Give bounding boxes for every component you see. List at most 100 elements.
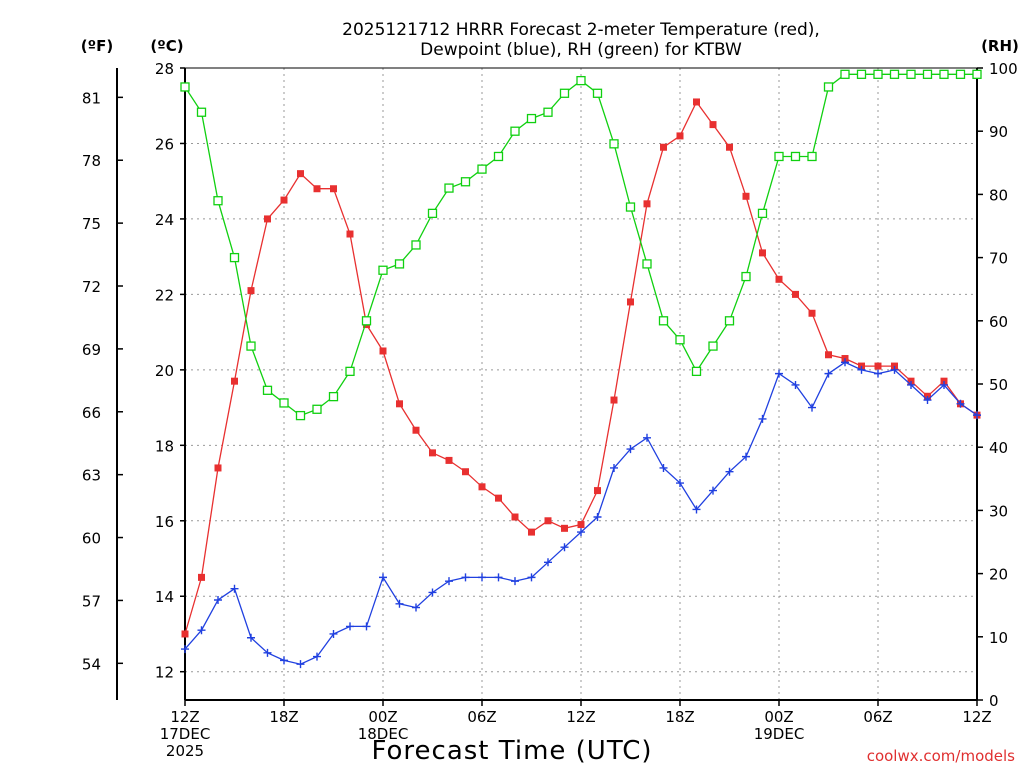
dewpoint-point <box>676 479 684 488</box>
temperature-point <box>742 192 750 200</box>
dewpoint-point <box>214 596 222 605</box>
rh-point <box>790 151 801 162</box>
rh-point <box>823 82 834 92</box>
x-tick-label: 00Z <box>368 708 397 726</box>
x-tick-label: 12Z <box>566 708 595 726</box>
rh-point <box>196 107 207 117</box>
temperature-point <box>445 456 453 464</box>
rh-point <box>576 75 586 86</box>
temperature-point <box>280 196 288 204</box>
temperature-point <box>610 396 618 404</box>
rh-point <box>559 88 570 98</box>
temperature-point <box>247 287 255 295</box>
temperature-point <box>478 483 486 491</box>
fahrenheit-tick-label: 78 <box>82 152 101 170</box>
x-tick-label: 00Z <box>764 708 793 726</box>
rh-point <box>477 164 487 174</box>
rh-point <box>658 316 669 326</box>
x-tick-label: 06Z <box>467 708 496 726</box>
temperature-point <box>297 170 304 178</box>
dewpoint-point <box>841 358 849 367</box>
temperature-point <box>643 200 651 208</box>
dewpoint-point <box>956 399 965 408</box>
rh-point <box>246 341 256 351</box>
x-axis-title: Forecast Time (UTC) <box>371 736 652 766</box>
dewpoint-point <box>230 584 239 593</box>
celsius-tick-label: 16 <box>155 513 174 531</box>
dewpoint-point <box>610 463 618 472</box>
dewpoint-point <box>527 573 536 582</box>
temperature-point <box>511 513 519 521</box>
temperature-point <box>660 143 667 151</box>
rh-point <box>906 69 916 79</box>
temperature-point <box>412 426 420 434</box>
temperature-point <box>808 309 816 317</box>
temperature-point <box>264 215 271 223</box>
rh-point <box>840 69 850 79</box>
fahrenheit-unit-label: (ºF) <box>81 37 113 55</box>
dewpoint-point <box>313 652 321 661</box>
dewpoint-point <box>511 577 519 586</box>
dewpoint-point <box>395 599 404 608</box>
dewpoint-point <box>329 629 338 638</box>
rh-point <box>543 107 553 117</box>
rh-point <box>411 240 421 250</box>
rh-point <box>526 113 537 124</box>
rh-point <box>460 177 471 187</box>
fahrenheit-tick-label: 72 <box>82 278 101 296</box>
dewpoint-point <box>379 573 387 582</box>
temperature-point <box>792 290 799 298</box>
fahrenheit-tick-label: 54 <box>82 655 101 673</box>
temperature-point <box>495 494 502 502</box>
celsius-tick-label: 26 <box>155 135 174 153</box>
rh-point <box>889 69 900 79</box>
temperature-point <box>313 185 321 193</box>
x-tick-label: 18Z <box>665 708 694 726</box>
dewpoint-point <box>791 380 800 389</box>
temperature-point <box>379 347 387 355</box>
dewpoint-point <box>626 445 635 454</box>
dewpoint-point <box>263 648 272 657</box>
rh-tick-label: 30 <box>989 502 1008 520</box>
dewpoint-point <box>197 626 206 635</box>
dewpoint-point <box>428 588 437 597</box>
celsius-tick-label: 28 <box>155 60 174 78</box>
temperature-point <box>181 630 189 638</box>
dewpoint-point <box>296 660 305 669</box>
rh-point <box>592 88 603 98</box>
dewpoint-point <box>824 369 833 378</box>
rh-tick-label: 70 <box>989 250 1008 268</box>
rh-point <box>361 316 372 326</box>
dewpoint-point <box>560 543 569 552</box>
temperature-point <box>709 121 717 129</box>
rh-point <box>939 69 949 79</box>
temperature-point <box>330 185 337 193</box>
dewpoint-point <box>973 411 981 420</box>
dewpoint-point <box>494 573 503 582</box>
x-tick-label: 06Z <box>863 708 892 726</box>
dewpoint-point <box>362 622 371 631</box>
rh-point <box>262 385 273 395</box>
temperature-point <box>693 98 700 106</box>
fahrenheit-tick-label: 81 <box>82 89 101 107</box>
rh-point <box>724 316 735 326</box>
temperature-point <box>198 573 205 581</box>
rh-point <box>675 335 685 345</box>
temperature-point <box>759 249 766 257</box>
rh-point <box>279 398 289 408</box>
temperature-point <box>627 298 634 306</box>
rh-point <box>774 151 784 162</box>
x-tick-label: 18Z <box>269 708 298 726</box>
rh-point <box>510 126 520 136</box>
rh-tick-label: 50 <box>989 376 1008 394</box>
celsius-tick-label: 24 <box>155 211 174 229</box>
rh-tick-label: 0 <box>989 692 999 710</box>
rh-point <box>295 410 306 421</box>
temperature-point <box>577 521 585 529</box>
x-tick-label: 19DEC <box>754 725 805 743</box>
rh-point <box>328 391 339 402</box>
rh-point <box>856 69 867 79</box>
dewpoint-point <box>940 380 948 389</box>
temperature-point <box>429 449 436 457</box>
